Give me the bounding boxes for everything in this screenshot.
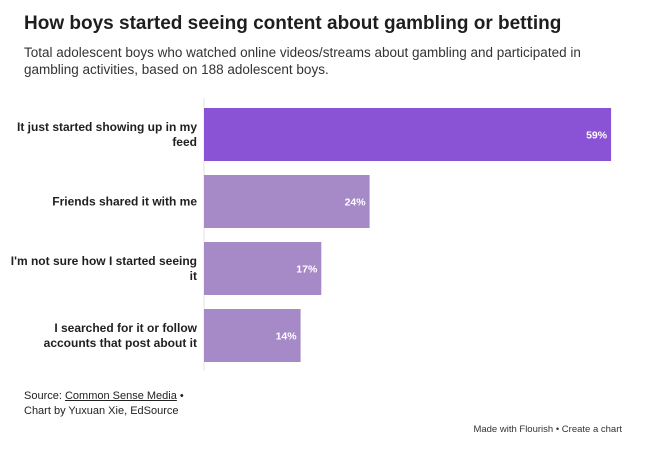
source-prefix: Source: — [24, 390, 65, 402]
bar-value-label: 14% — [276, 331, 298, 343]
bar-value-label: 17% — [296, 264, 318, 276]
category-label: It just started showing up in my feed — [17, 120, 197, 149]
category-label-line: feed — [172, 135, 197, 149]
bar[interactable] — [204, 309, 301, 362]
bar[interactable] — [204, 242, 322, 295]
category-label-line: accounts that post about it — [44, 336, 197, 350]
source-line: Source: Common Sense Media • — [24, 389, 184, 404]
category-label-line: I'm not sure how I started seeing — [11, 254, 197, 268]
category-label-line: it — [190, 269, 197, 283]
category-label-line: I searched for it or follow — [54, 321, 197, 335]
flourish-attribution: Made with Flourish • Create a chart — [473, 424, 622, 435]
category-label: I searched for it or follow accounts that… — [44, 321, 198, 350]
bar[interactable] — [204, 108, 612, 161]
made-with-flourish-link[interactable]: Made with Flourish — [473, 424, 554, 435]
category-label: I'm not sure how I started seeing it — [11, 254, 197, 283]
bar[interactable] — [204, 175, 370, 228]
chart-subtitle: Total adolescent boys who watched online… — [24, 45, 581, 77]
create-chart-link[interactable]: Create a chart — [561, 424, 622, 435]
flourish-separator: • — [553, 424, 562, 435]
category-label: Friends shared it with me — [52, 195, 197, 209]
chart-credit: Chart by Yuxuan Xie, EdSource — [24, 405, 179, 417]
chart-footer: Source: Common Sense Media • Chart by Yu… — [24, 389, 184, 419]
bar-value-label: 24% — [345, 197, 367, 209]
chart-title: How boys started seeing content about ga… — [24, 13, 562, 34]
bar-value-label: 59% — [586, 130, 608, 142]
source-suffix: • — [176, 390, 184, 402]
category-label-line: It just started showing up in my — [17, 120, 197, 134]
category-label-line: Friends shared it with me — [52, 195, 197, 209]
source-link[interactable]: Common Sense Media — [64, 390, 177, 402]
